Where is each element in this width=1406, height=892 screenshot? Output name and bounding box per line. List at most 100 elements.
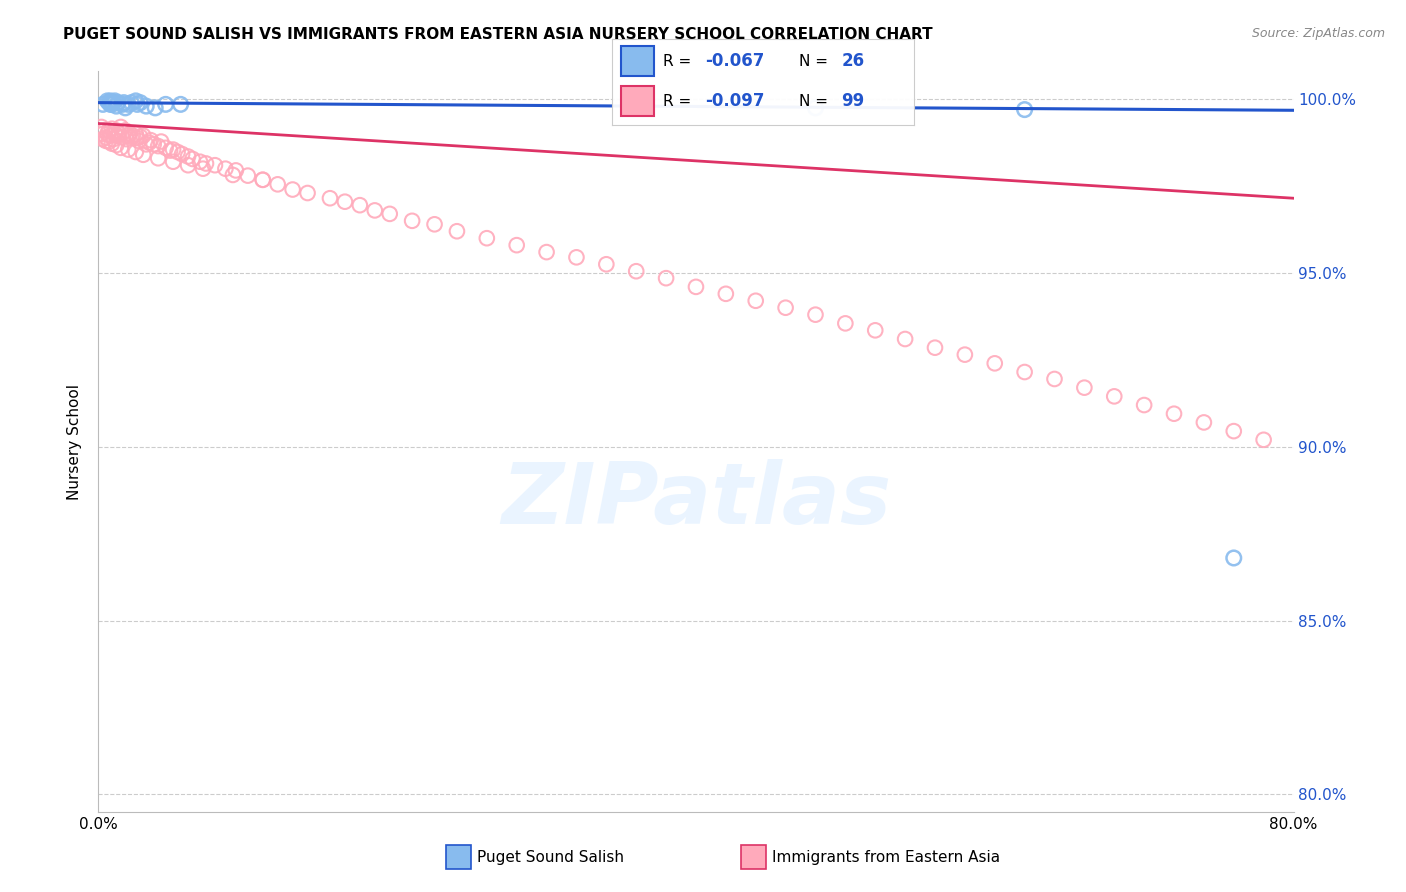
Point [93,123,115,137]
Point [129,95,152,110]
Point [111,97,134,112]
Point [1192,416,1215,430]
Point [423,217,446,231]
Point [225,163,247,178]
Point [94,134,117,148]
Point [252,173,274,187]
Bar [620,46,654,76]
Point [177,149,200,163]
Point [1014,103,1036,117]
Point [132,148,155,162]
Point [1104,389,1126,403]
Point [91,97,114,112]
Point [120,95,142,110]
Point [319,191,342,205]
Point [565,250,588,264]
Point [125,94,148,108]
Point [128,134,150,148]
Point [91,127,114,141]
Point [121,128,143,143]
Point [222,168,245,182]
Point [135,137,157,152]
Point [984,356,1007,370]
Point [98,94,122,108]
Point [112,95,135,110]
Point [297,186,319,200]
Point [804,308,827,322]
Point [506,238,529,252]
Point [155,141,177,155]
Text: ZIPatlas: ZIPatlas [501,459,891,542]
Point [834,317,856,331]
Point [127,131,149,145]
Text: 99: 99 [841,93,865,111]
Point [595,257,617,271]
Point [924,341,946,355]
Point [378,207,401,221]
Point [139,133,162,147]
Point [536,245,558,260]
Point [129,129,152,144]
Point [114,123,136,137]
Point [114,101,136,115]
Point [120,130,142,145]
Point [401,214,423,228]
Point [626,264,648,278]
Text: N =: N = [799,54,832,69]
Text: PUGET SOUND SALISH VS IMMIGRANTS FROM EASTERN ASIA NURSERY SCHOOL CORRELATION CH: PUGET SOUND SALISH VS IMMIGRANTS FROM EA… [63,27,934,42]
Point [177,158,200,172]
Point [1223,424,1246,438]
Point [125,127,148,141]
Point [94,130,117,145]
Point [117,128,139,143]
Point [127,97,149,112]
Point [101,136,124,151]
Point [804,101,827,115]
Point [745,293,768,308]
Point [98,97,122,112]
Bar [446,846,471,869]
Point [117,143,139,157]
Point [166,145,188,159]
Point [132,128,155,143]
Point [108,127,131,141]
Bar [620,87,654,116]
Point [1073,381,1095,395]
Point [117,97,139,112]
Point [97,95,120,110]
Point [103,132,125,146]
Point [195,156,218,170]
Point [107,95,129,110]
Point [105,99,128,113]
Text: Immigrants from Eastern Asia: Immigrants from Eastern Asia [772,850,1000,864]
Point [112,125,135,139]
Point [90,120,112,134]
Point [135,99,157,113]
Point [655,271,678,285]
Point [169,97,191,112]
Point [104,94,127,108]
Point [281,182,304,196]
Point [150,135,173,149]
Point [364,203,387,218]
Point [101,95,124,110]
Point [98,128,122,143]
Text: R =: R = [664,54,696,69]
Point [96,127,118,141]
Text: -0.067: -0.067 [706,52,765,70]
Bar [741,846,766,869]
Point [97,135,120,149]
Point [865,323,887,337]
Point [236,169,259,183]
Point [162,154,184,169]
Point [267,178,290,192]
Point [143,101,166,115]
Point [148,151,170,165]
Point [104,127,127,141]
Point [446,224,468,238]
Text: -0.097: -0.097 [706,93,765,111]
Point [172,147,194,161]
Point [349,198,371,212]
Point [191,161,214,176]
Point [125,145,148,159]
